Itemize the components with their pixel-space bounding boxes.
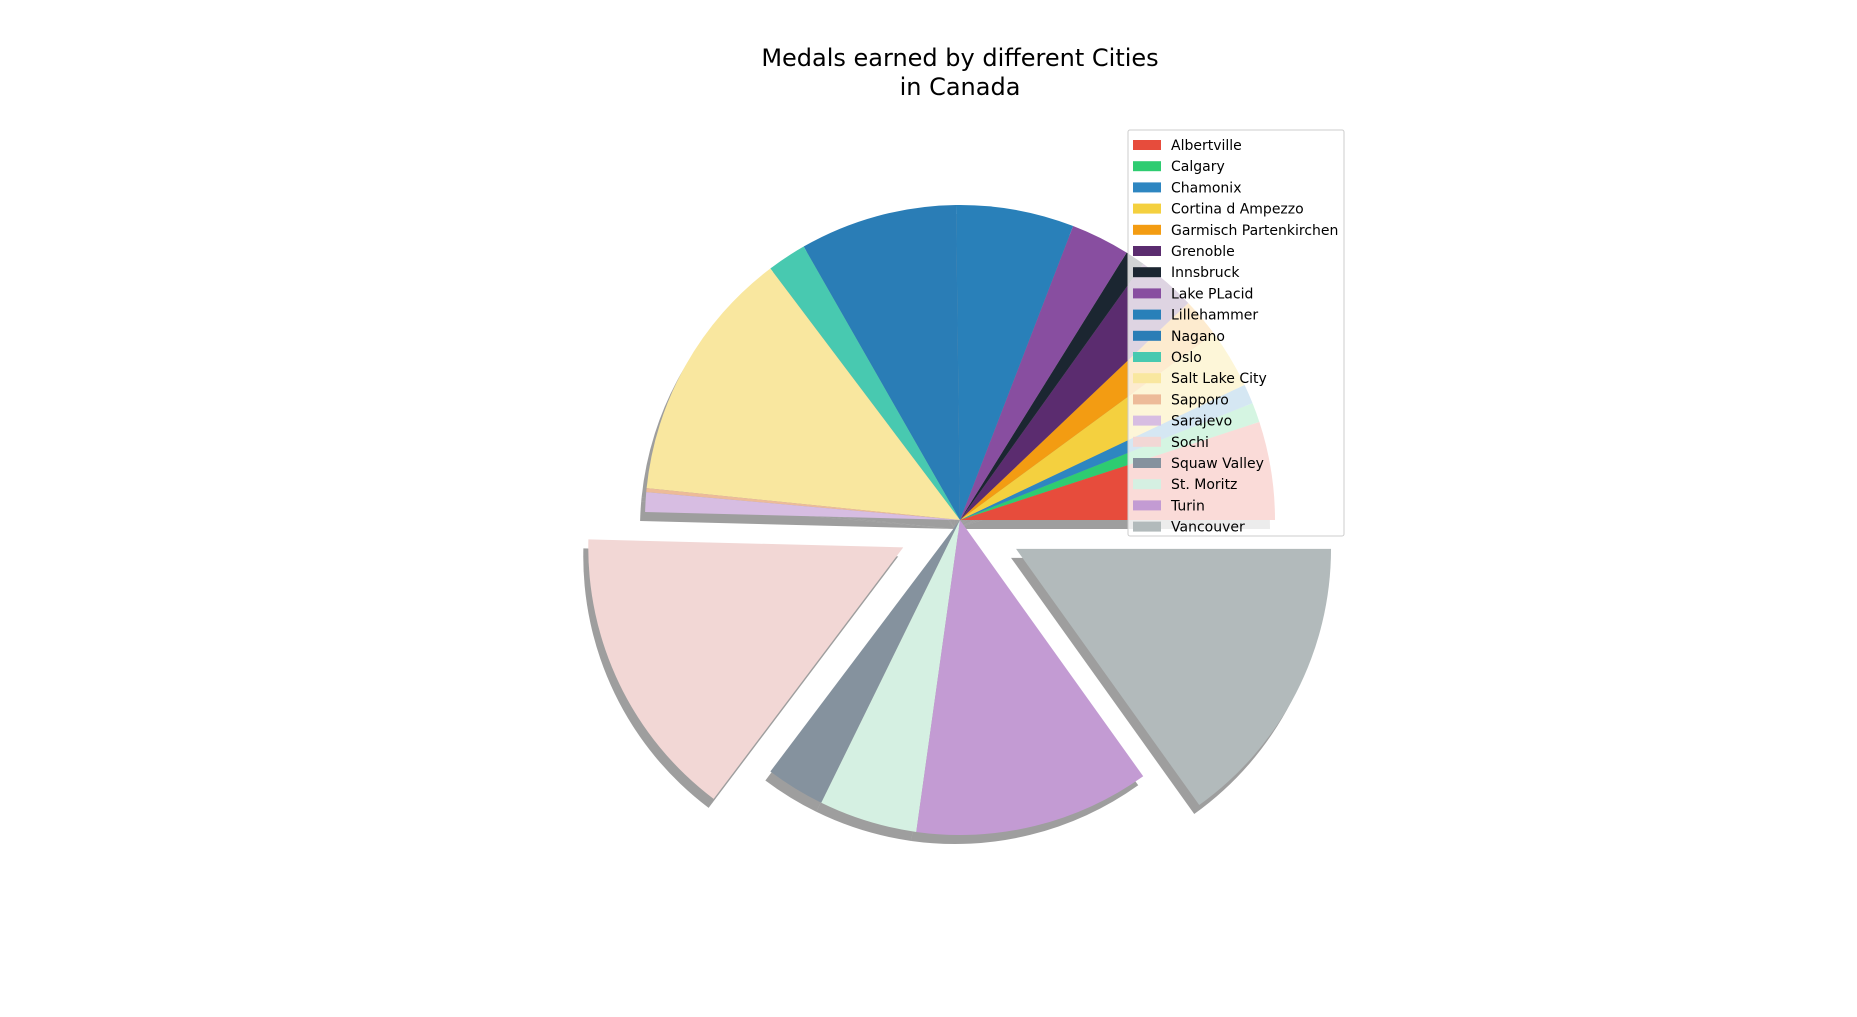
legend-swatch-squaw-valley xyxy=(1133,458,1161,468)
legend-swatch-grenoble xyxy=(1133,246,1161,256)
legend-swatch-nagano xyxy=(1133,330,1161,341)
legend-label-garmisch-partenkirchen: Garmisch Partenkirchen xyxy=(1171,223,1338,239)
legend-label-calgary: Calgary xyxy=(1171,159,1225,175)
slice-salt-lake-city xyxy=(646,268,960,520)
legend-label-chamonix: Chamonix xyxy=(1171,180,1241,196)
slice-sapporo xyxy=(646,488,960,520)
legend-swatch-calgary xyxy=(1133,161,1161,172)
chart-title-line-2: in Canada xyxy=(900,73,1021,101)
legend-label-oslo: Oslo xyxy=(1171,350,1202,366)
legend-swatch-oslo xyxy=(1133,352,1161,362)
legend-swatch-sochi xyxy=(1133,436,1161,447)
legend-swatch-salt-lake-city xyxy=(1133,373,1161,384)
legend-label-sapporo: Sapporo xyxy=(1171,392,1229,408)
legend-swatch-chamonix xyxy=(1133,182,1161,193)
legend-swatch-albertville xyxy=(1133,140,1161,150)
legend-swatch-cortina-d-ampezzo xyxy=(1133,203,1161,214)
legend-swatch-sapporo xyxy=(1133,394,1161,405)
legend-label-squaw-valley: Squaw Valley xyxy=(1171,456,1264,472)
legend-swatch-lillehammer xyxy=(1133,309,1161,320)
legend-box xyxy=(1127,129,1345,537)
legend-label-sochi: Sochi xyxy=(1171,435,1209,451)
legend-swatch-garmisch-partenkirchen xyxy=(1133,224,1161,235)
slice-innsbruck xyxy=(960,252,1144,520)
slice-sochi xyxy=(588,539,904,799)
legend-label-vancouver: Vancouver xyxy=(1171,520,1245,536)
legend-swatch-st-moritz xyxy=(1133,479,1161,490)
legend-label-st-moritz: St. Moritz xyxy=(1171,477,1237,493)
legend-swatch-innsbruck xyxy=(1133,267,1161,278)
legend-swatch-lake-placid xyxy=(1133,288,1161,299)
chart-title-line-1: Medals earned by different Cities xyxy=(761,44,1158,72)
legend-label-albertville: Albertville xyxy=(1171,138,1242,154)
legend-label-nagano: Nagano xyxy=(1171,329,1225,345)
legend-swatch-sarajevo xyxy=(1133,415,1161,426)
pie-slices xyxy=(588,205,1332,835)
legend-label-lake-placid: Lake PLacid xyxy=(1171,286,1253,302)
slice-lillehammer xyxy=(956,205,1074,520)
legend-swatch-turin xyxy=(1133,500,1161,511)
legend: Albertville Calgary Chamonix Cortina d Ampe… xyxy=(1127,129,1345,537)
legend-label-grenoble: Grenoble xyxy=(1171,244,1235,260)
legend-swatch-vancouver xyxy=(1133,521,1161,532)
legend-label-salt-lake-city: Salt Lake City xyxy=(1171,371,1267,387)
legend-label-innsbruck: Innsbruck xyxy=(1171,265,1240,281)
slice-turin xyxy=(916,520,1144,835)
slice-nagano xyxy=(803,205,960,520)
legend-label-turin: Turin xyxy=(1170,498,1205,514)
legend-label-cortina-d-ampezzo: Cortina d Ampezzo xyxy=(1171,202,1304,218)
slice-sarajevo xyxy=(645,492,960,520)
legend-items: Albertville Calgary Chamonix Cortina d Ampe… xyxy=(1133,138,1338,536)
slice-oslo xyxy=(770,246,960,521)
legend-label-lillehammer: Lillehammer xyxy=(1171,308,1258,324)
slice-st-moritz xyxy=(821,520,960,832)
legend-label-sarajevo: Sarajevo xyxy=(1171,414,1232,430)
slice-vancouver xyxy=(1016,548,1332,806)
slice-lake-placid xyxy=(960,226,1127,520)
slice-squaw-valley xyxy=(770,520,960,803)
